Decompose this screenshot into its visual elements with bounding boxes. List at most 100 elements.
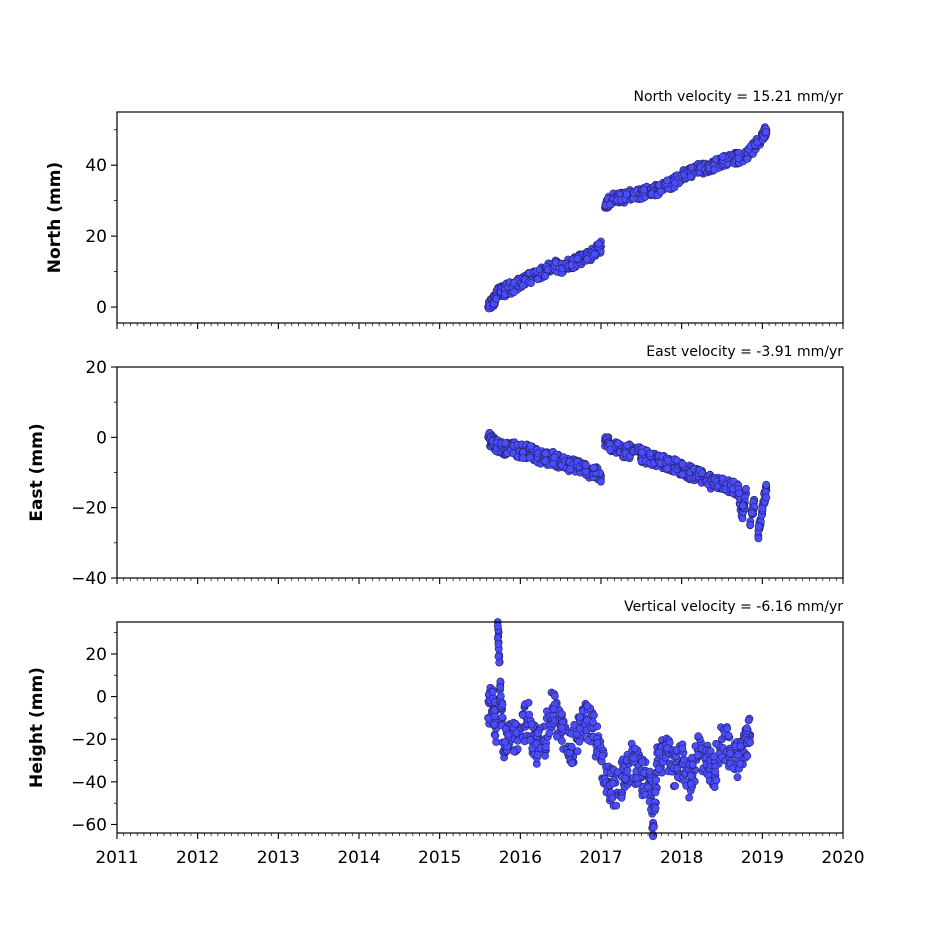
data-point-cloud bbox=[694, 732, 703, 741]
data-point-cloud bbox=[718, 152, 727, 161]
data-point-cloud bbox=[583, 255, 591, 264]
data-point-cloud bbox=[678, 744, 687, 753]
data-point-cloud bbox=[495, 658, 504, 667]
data-point-cloud bbox=[678, 459, 687, 468]
x-tick-label: 2012 bbox=[176, 848, 219, 868]
data-point-cloud bbox=[509, 747, 518, 756]
data-point-cloud bbox=[534, 729, 542, 738]
data-point-cloud bbox=[526, 453, 534, 462]
data-point-cloud bbox=[632, 774, 641, 782]
data-point-cloud bbox=[541, 752, 549, 760]
data-point-cloud bbox=[746, 521, 755, 529]
data-point-cloud bbox=[533, 751, 542, 759]
data-point-cloud bbox=[754, 534, 763, 543]
data-point-cloud bbox=[608, 779, 617, 788]
data-point-cloud bbox=[512, 728, 521, 737]
data-point-cloud bbox=[490, 720, 499, 729]
x-tick-label: 2020 bbox=[821, 848, 864, 868]
height-points bbox=[484, 618, 755, 841]
data-point-cloud bbox=[570, 720, 579, 729]
data-point-cloud bbox=[593, 739, 602, 747]
x-tick-label: 2013 bbox=[257, 848, 300, 868]
data-point-cloud bbox=[734, 750, 743, 759]
y-tick-label: −20 bbox=[71, 730, 107, 750]
data-point-cloud bbox=[541, 272, 550, 281]
x-tick-label: 2017 bbox=[579, 848, 622, 868]
data-point-cloud bbox=[553, 732, 561, 741]
data-point-cloud bbox=[671, 782, 679, 790]
data-point-cloud bbox=[652, 776, 661, 784]
vertical-velocity-title: Vertical velocity = -6.16 mm/yr bbox=[624, 599, 843, 615]
data-point-cloud bbox=[545, 729, 554, 737]
data-point-cloud bbox=[527, 720, 536, 729]
data-point-cloud bbox=[594, 239, 603, 248]
north-velocity-title: North velocity = 15.21 mm/yr bbox=[633, 89, 843, 105]
data-point-cloud bbox=[606, 446, 614, 454]
data-point-cloud bbox=[654, 765, 663, 773]
data-point-cloud bbox=[735, 489, 744, 498]
data-point-cloud bbox=[519, 454, 527, 462]
data-point-cloud bbox=[550, 453, 559, 462]
data-point-cloud bbox=[671, 179, 680, 187]
data-point-cloud bbox=[651, 788, 660, 797]
east-ticks: −40 −20 0 20 bbox=[71, 358, 844, 589]
data-point-cloud bbox=[733, 773, 742, 782]
data-point-cloud bbox=[649, 823, 658, 832]
data-point-cloud bbox=[617, 794, 626, 802]
data-point-cloud bbox=[685, 793, 693, 802]
data-point-cloud bbox=[533, 275, 542, 284]
north-ticks: 0 20 40 bbox=[85, 129, 844, 329]
north-points bbox=[484, 123, 771, 313]
height-axis-label: Height (mm) bbox=[27, 667, 47, 788]
east-points bbox=[484, 428, 771, 543]
data-point-cloud bbox=[754, 522, 763, 531]
data-point-cloud bbox=[711, 767, 720, 776]
data-point-cloud bbox=[573, 747, 582, 756]
y-tick-label: 0 bbox=[96, 688, 107, 708]
y-tick-label: −20 bbox=[71, 499, 107, 519]
data-point-cloud bbox=[510, 288, 518, 297]
data-point-cloud bbox=[710, 783, 719, 791]
data-point-cloud bbox=[743, 154, 752, 163]
data-point-cloud bbox=[590, 250, 599, 259]
data-point-cloud bbox=[663, 176, 672, 185]
data-point-cloud bbox=[541, 449, 550, 458]
north-panel: 0 20 40 North velocity = 15.21 mm/yr North… bbox=[45, 89, 844, 329]
data-point-cloud bbox=[494, 640, 503, 648]
data-point-cloud bbox=[623, 766, 632, 775]
data-point-cloud bbox=[687, 780, 695, 788]
data-point-cloud bbox=[639, 185, 648, 194]
data-point-cloud bbox=[526, 442, 535, 450]
data-point-cloud bbox=[746, 738, 754, 747]
data-point-cloud bbox=[557, 723, 566, 732]
x-tick-label: 2014 bbox=[337, 848, 380, 868]
data-point-cloud bbox=[710, 752, 718, 761]
data-point-cloud bbox=[651, 804, 660, 813]
data-point-cloud bbox=[567, 742, 576, 751]
data-point-cloud bbox=[694, 751, 702, 760]
data-point-cloud bbox=[723, 724, 731, 733]
data-point-cloud bbox=[744, 716, 753, 725]
data-point-cloud bbox=[736, 759, 745, 768]
data-point-cloud bbox=[629, 754, 638, 763]
data-point-cloud bbox=[558, 737, 566, 745]
data-point-cloud bbox=[557, 710, 566, 719]
data-point-cloud bbox=[488, 687, 497, 696]
data-point-cloud bbox=[511, 719, 520, 728]
y-tick-label: 0 bbox=[96, 428, 107, 448]
data-point-cloud bbox=[568, 759, 576, 768]
data-point-cloud bbox=[739, 501, 747, 510]
data-point-cloud bbox=[575, 737, 584, 746]
north-axis-label: North (mm) bbox=[45, 162, 65, 273]
data-point-cloud bbox=[551, 692, 559, 700]
data-point-cloud bbox=[491, 731, 500, 740]
y-tick-label: 40 bbox=[85, 156, 107, 176]
data-point-cloud bbox=[550, 705, 558, 713]
data-point-cloud bbox=[743, 752, 752, 760]
data-point-cloud bbox=[582, 461, 590, 469]
data-point-cloud bbox=[598, 751, 607, 760]
x-tick-label: 2015 bbox=[418, 848, 461, 868]
y-tick-label: 20 bbox=[85, 227, 107, 247]
height-ticks: −60 −40 −20 0 20 2011 2012 2013 2014 2015 2016 2017… bbox=[71, 632, 865, 868]
